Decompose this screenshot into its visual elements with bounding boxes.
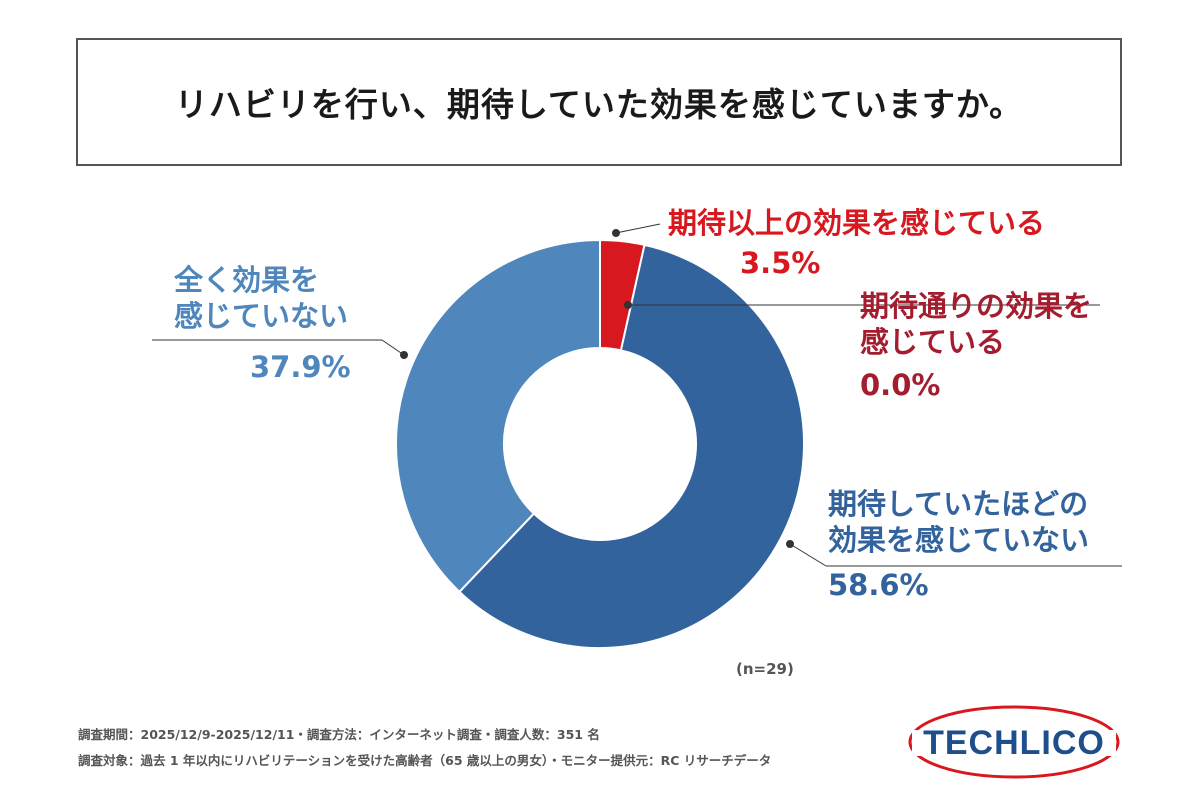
label-as-expected-line2: 感じている bbox=[860, 325, 1006, 360]
label-none: 全く効果を 感じていない 37.9% bbox=[174, 262, 351, 385]
leader-dot-as-expected bbox=[624, 301, 632, 309]
logo-ring-gap bbox=[912, 730, 1116, 756]
leader-line-none-diag bbox=[381, 339, 405, 356]
label-as-expected: 期待通りの効果を 感じている 0.0% bbox=[860, 288, 1092, 403]
label-below: 期待していたほどの 効果を感じていない 58.6% bbox=[828, 486, 1089, 603]
slice-none bbox=[395, 238, 601, 594]
label-exceeded-text: 期待以上の効果を感じている bbox=[668, 206, 1046, 240]
slice-below bbox=[458, 243, 805, 649]
footer-line-2: 調査対象：過去 1 年以内にリハビリテーションを受けた高齢者（65 歳以上の男女… bbox=[78, 753, 772, 768]
leader-line-exceeded bbox=[615, 223, 661, 234]
label-as-expected-pct: 0.0% bbox=[860, 367, 941, 402]
label-none-pct: 37.9% bbox=[250, 349, 351, 384]
label-none-line2: 感じていない bbox=[174, 299, 349, 334]
label-none-line1: 全く効果を bbox=[174, 263, 320, 297]
footer-line-1: 調査期間：2025/12/9-2025/12/11・調査方法：インターネット調査… bbox=[78, 727, 600, 742]
title-box: リハビリを行い、期待していた効果を感じていますか。 bbox=[76, 38, 1122, 166]
label-below-line2: 効果を感じていない bbox=[828, 523, 1090, 558]
label-as-expected-line1: 期待通りの効果を bbox=[860, 289, 1093, 323]
logo-text: TECHLICO bbox=[923, 724, 1105, 762]
leader-dot-none bbox=[400, 351, 408, 359]
leader-dot-exceeded bbox=[612, 229, 620, 237]
techlico-logo: TECHLICO bbox=[908, 705, 1120, 779]
label-below-line1: 期待していたほどの bbox=[828, 487, 1089, 521]
label-exceeded: 期待以上の効果を感じている 3.5% bbox=[668, 205, 1045, 282]
sample-size-label: (n=29) bbox=[736, 660, 794, 678]
label-exceeded-pct: 3.5% bbox=[740, 246, 821, 281]
label-below-pct: 58.6% bbox=[828, 567, 929, 602]
chart-title: リハビリを行い、期待していた効果を感じていますか。 bbox=[174, 85, 1024, 124]
leader-line-below bbox=[789, 543, 827, 567]
logo-ring bbox=[908, 705, 1120, 779]
leader-dot-below bbox=[786, 540, 794, 548]
